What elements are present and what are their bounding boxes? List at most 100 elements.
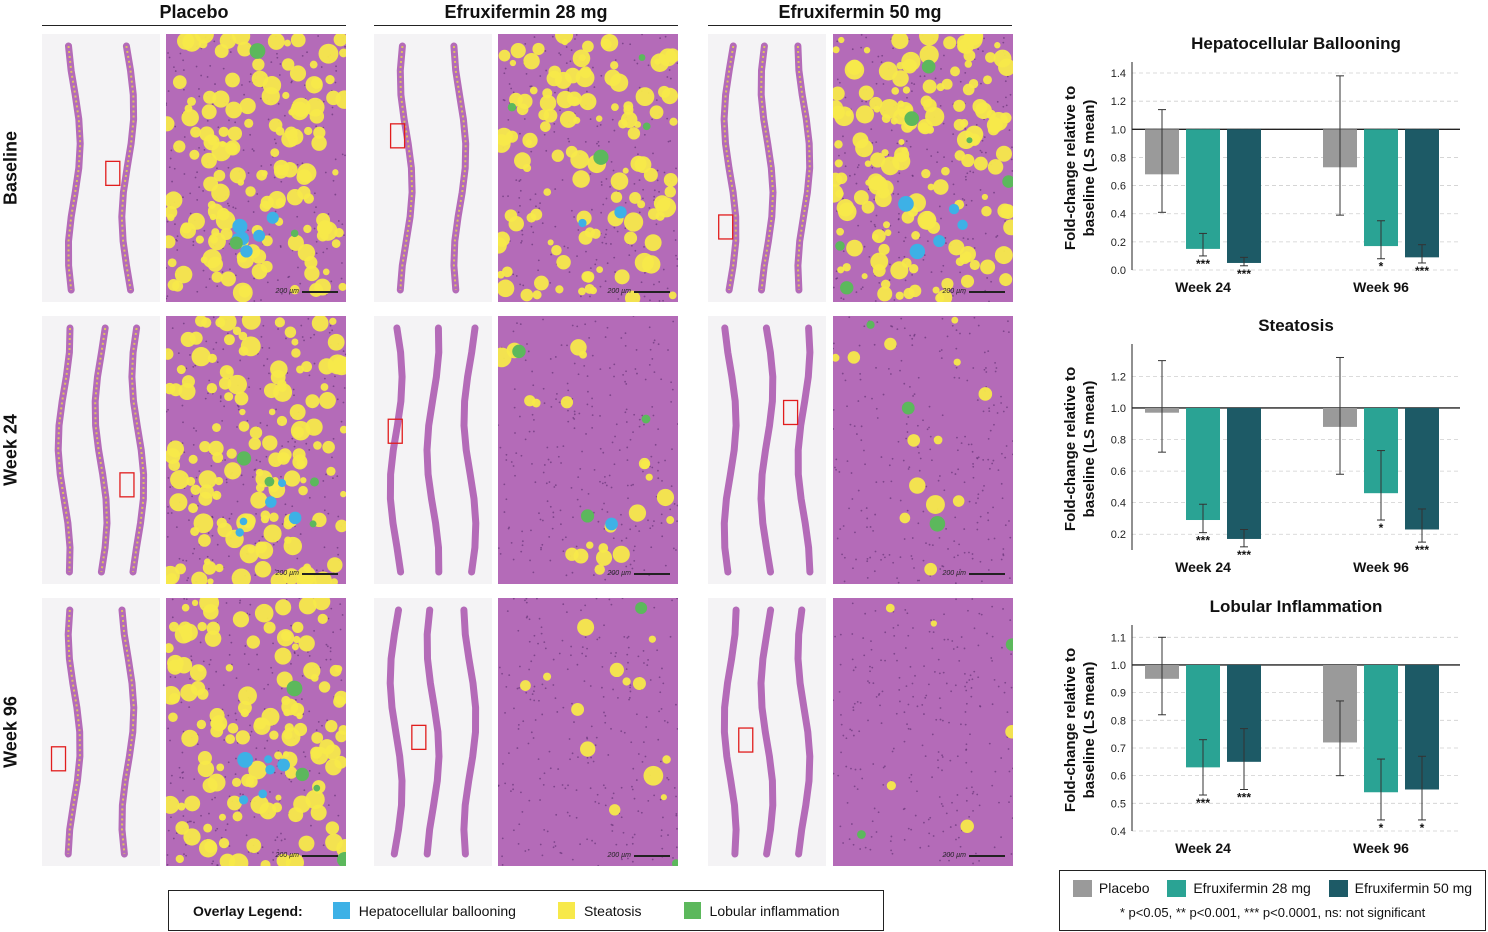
scale-bar: 200 µm bbox=[942, 288, 1005, 295]
scale-bar-label: 200 µm bbox=[942, 852, 967, 859]
significance-label: * bbox=[1379, 521, 1384, 535]
y-tick-label: 0.7 bbox=[1111, 743, 1126, 755]
y-tick-label: 0.6 bbox=[1111, 771, 1126, 783]
scale-bar: 200 µm bbox=[275, 852, 338, 859]
zoomed-histology-panel: 200 µm bbox=[166, 316, 346, 584]
scale-bar-label: 200 µm bbox=[607, 570, 632, 577]
y-tick-label: 1.2 bbox=[1111, 96, 1126, 108]
scale-bar: 200 µm bbox=[607, 570, 670, 577]
significance-label: *** bbox=[1237, 267, 1251, 281]
y-tick-label: 1.4 bbox=[1111, 68, 1126, 80]
chart-title: Steatosis bbox=[1258, 316, 1334, 335]
scale-bar-label: 200 µm bbox=[275, 288, 300, 295]
x-category-label: Week 96 bbox=[1353, 559, 1409, 575]
slide-thumbnail bbox=[708, 316, 826, 584]
chart-legend: Placebo Efruxifermin 28 mg Efruxifermin … bbox=[1059, 870, 1486, 931]
svg-text:baseline (LS mean): baseline (LS mean) bbox=[1081, 100, 1098, 237]
scale-bar-label: 200 µm bbox=[607, 852, 632, 859]
efx28-swatch bbox=[1167, 879, 1187, 897]
slide-thumbnail bbox=[42, 598, 160, 866]
scale-bar: 200 µm bbox=[942, 570, 1005, 577]
y-tick-label: 0.0 bbox=[1111, 265, 1126, 277]
zoomed-histology-panel: 200 µm bbox=[833, 34, 1013, 302]
scale-bar-label: 200 µm bbox=[942, 288, 967, 295]
significance-label: *** bbox=[1237, 790, 1251, 804]
inflammation-swatch bbox=[683, 902, 701, 919]
svg-text:baseline (LS mean): baseline (LS mean) bbox=[1081, 662, 1098, 799]
significance-label: *** bbox=[1237, 548, 1251, 562]
chart-lobular-inflammation: Lobular Inflammation Fold-change relative… bbox=[1055, 593, 1488, 869]
svg-text:baseline (LS mean): baseline (LS mean) bbox=[1081, 381, 1098, 518]
y-tick-label: 0.4 bbox=[1111, 826, 1126, 838]
y-tick-label: 1.1 bbox=[1111, 632, 1126, 644]
row-header-baseline: Baseline bbox=[0, 130, 21, 206]
scale-bar-label: 200 µm bbox=[607, 288, 632, 295]
zoomed-histology-panel: 200 µm bbox=[498, 316, 678, 584]
scale-bar-label: 200 µm bbox=[275, 852, 300, 859]
significance-label: *** bbox=[1415, 543, 1429, 557]
zoomed-histology-panel: 200 µm bbox=[498, 598, 678, 866]
scale-bar: 200 µm bbox=[607, 852, 670, 859]
zoomed-histology-panel: 200 µm bbox=[166, 598, 346, 866]
bar bbox=[1186, 129, 1220, 249]
significance-label: *** bbox=[1415, 264, 1429, 278]
column-header-efx50: Efruxifermin 50 mg bbox=[708, 0, 1012, 26]
y-axis-label: Fold-change relative to baseline (LS mean… bbox=[1062, 86, 1098, 250]
overlay-legend-item-ballooning: Hepatocellular ballooning bbox=[332, 902, 516, 919]
y-tick-label: 1.0 bbox=[1111, 124, 1126, 136]
bar bbox=[1186, 407, 1220, 521]
chart-title: Lobular Inflammation bbox=[1210, 597, 1383, 616]
slide-thumbnail bbox=[374, 34, 492, 302]
significance-label: *** bbox=[1196, 534, 1210, 548]
chart-legend-item-placebo: Placebo bbox=[1072, 879, 1150, 897]
y-axis-label: Fold-change relative to baseline (LS mean… bbox=[1062, 367, 1098, 531]
bar bbox=[1405, 129, 1439, 258]
slide-thumbnail bbox=[42, 316, 160, 584]
chart-title: Hepatocellular Ballooning bbox=[1191, 34, 1401, 53]
chart-legend-label: Efruxifermin 28 mg bbox=[1193, 880, 1311, 896]
overlay-legend: Overlay Legend: Hepatocellular balloonin… bbox=[168, 890, 884, 931]
y-tick-label: 0.5 bbox=[1111, 798, 1126, 810]
significance-label: * bbox=[1379, 821, 1384, 835]
scale-bar: 200 µm bbox=[275, 288, 338, 295]
y-tick-label: 1.0 bbox=[1111, 660, 1126, 672]
svg-text:Fold-change relative to: Fold-change relative to bbox=[1062, 86, 1079, 250]
zoomed-histology-panel: 200 µm bbox=[498, 34, 678, 302]
x-category-label: Week 96 bbox=[1353, 840, 1409, 856]
significance-label: * bbox=[1420, 821, 1425, 835]
scale-bar: 200 µm bbox=[942, 852, 1005, 859]
row-header-week96: Week 96 bbox=[0, 696, 21, 768]
row-header-week24: Week 24 bbox=[0, 414, 21, 486]
overlay-legend-label: Hepatocellular ballooning bbox=[358, 902, 516, 919]
y-tick-label: 0.2 bbox=[1111, 237, 1126, 249]
y-tick-label: 1.0 bbox=[1111, 403, 1126, 415]
placebo-swatch bbox=[1072, 879, 1092, 897]
svg-text:Fold-change relative to: Fold-change relative to bbox=[1062, 648, 1079, 812]
significance-label: *** bbox=[1196, 796, 1210, 810]
ballooning-swatch bbox=[332, 902, 350, 919]
y-axis-label: Fold-change relative to baseline (LS mean… bbox=[1062, 648, 1098, 812]
zoomed-histology-panel: 200 µm bbox=[833, 598, 1013, 866]
chart-legend-item-efx28: Efruxifermin 28 mg bbox=[1167, 879, 1311, 897]
slide-thumbnail bbox=[374, 316, 492, 584]
chart-steatosis: Steatosis Fold-change relative to baseline… bbox=[1055, 312, 1488, 588]
significance-label: *** bbox=[1196, 257, 1210, 271]
chart-legend-label: Efruxifermin 50 mg bbox=[1354, 880, 1473, 896]
scale-bar: 200 µm bbox=[607, 288, 670, 295]
zoomed-histology-panel: 200 µm bbox=[166, 34, 346, 302]
x-category-label: Week 96 bbox=[1353, 279, 1409, 295]
slide-thumbnail bbox=[708, 598, 826, 866]
y-tick-label: 0.9 bbox=[1111, 688, 1126, 700]
overlay-legend-label: Lobular inflammation bbox=[709, 902, 840, 919]
y-tick-label: 0.8 bbox=[1111, 435, 1126, 447]
overlay-legend-item-steatosis: Steatosis bbox=[557, 902, 642, 919]
y-tick-label: 0.8 bbox=[1111, 152, 1126, 164]
y-tick-label: 0.4 bbox=[1111, 209, 1126, 221]
scale-bar: 200 µm bbox=[275, 570, 338, 577]
efx50-swatch bbox=[1328, 879, 1348, 897]
chart-hepatocellular-ballooning: Hepatocellular Ballooning Fold-change rel… bbox=[1055, 30, 1488, 308]
scale-bar-label: 200 µm bbox=[275, 570, 300, 577]
x-category-label: Week 24 bbox=[1175, 559, 1231, 575]
overlay-legend-label: Steatosis bbox=[583, 902, 642, 919]
scale-bar-label: 200 µm bbox=[942, 570, 967, 577]
